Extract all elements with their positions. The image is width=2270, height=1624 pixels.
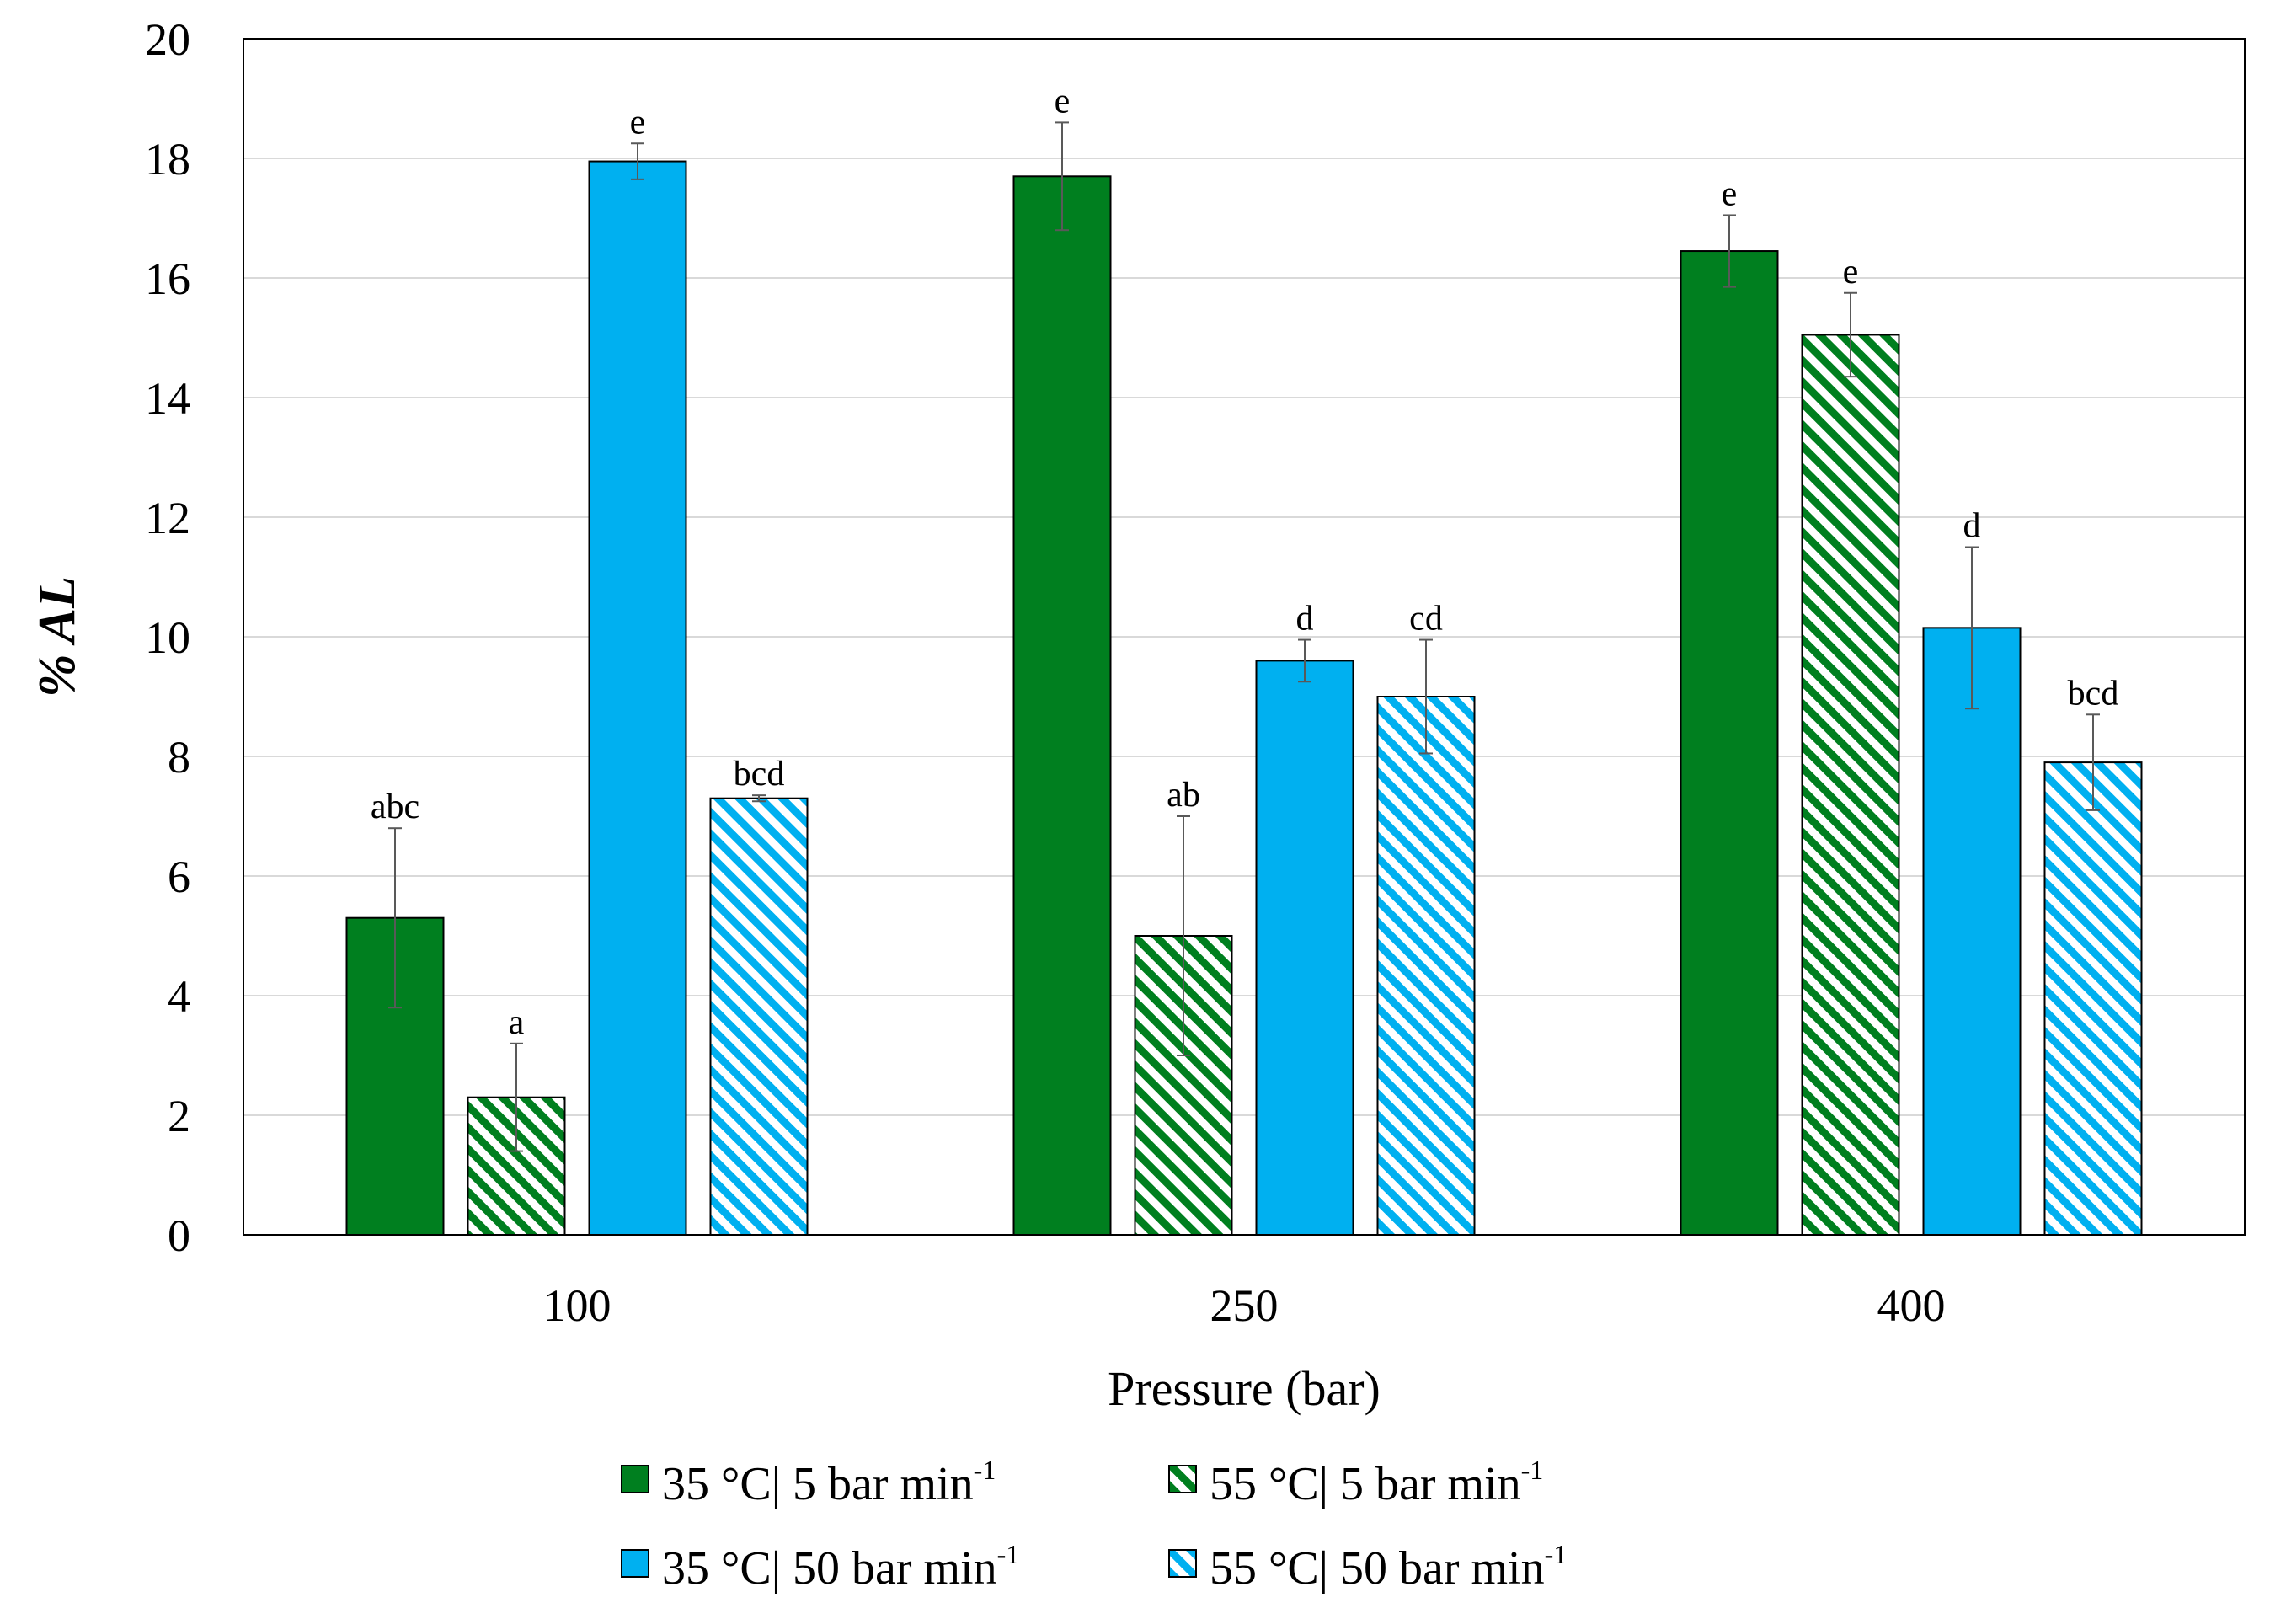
x-tick-label: 400	[1877, 1280, 1946, 1331]
y-tick-label: 10	[145, 612, 190, 663]
legend-label: 35 °C| 5 bar min-1	[662, 1455, 996, 1510]
legend-swatch	[621, 1549, 649, 1578]
x-tick-label: 100	[543, 1280, 612, 1331]
bar	[1922, 627, 2022, 1236]
y-tick-label: 4	[168, 971, 190, 1022]
legend-label: 35 °C| 50 bar min-1	[662, 1539, 1019, 1595]
plot-area-border	[243, 38, 2246, 1236]
y-axis-title-prefix: %	[29, 643, 86, 697]
significance-label: e	[1055, 82, 1071, 120]
bar	[588, 160, 687, 1236]
y-axis-title-variable: AL	[29, 576, 86, 646]
significance-label: e	[1722, 174, 1738, 213]
bar	[2043, 761, 2143, 1236]
legend-swatch	[1168, 1465, 1197, 1493]
x-tick-label: 250	[1210, 1280, 1279, 1331]
y-tick-label: 20	[145, 14, 190, 65]
significance-label: bcd	[2068, 674, 2119, 713]
y-tick-label: 14	[145, 373, 190, 424]
x-axis-title: Pressure (bar)	[1108, 1361, 1381, 1416]
y-tick-label: 0	[168, 1210, 190, 1261]
y-tick-label: 12	[145, 493, 190, 543]
y-axis-title: % AL	[29, 576, 86, 697]
bar	[1801, 334, 1900, 1237]
legend-label: 55 °C| 50 bar min-1	[1210, 1539, 1567, 1595]
significance-label: e	[1843, 253, 1859, 291]
y-tick-label: 6	[168, 852, 190, 902]
bar	[1012, 175, 1112, 1236]
significance-label: ab	[1167, 776, 1200, 815]
significance-label: d	[1296, 600, 1314, 638]
bar	[709, 797, 809, 1236]
legend: 35 °C| 5 bar min-1 55 °C| 5 bar min-1 35 °…	[621, 1455, 1567, 1595]
y-tick-label: 18	[145, 134, 190, 184]
significance-label: abc	[371, 788, 419, 826]
bar	[1680, 250, 1779, 1236]
significance-label: e	[630, 103, 646, 142]
bar	[1255, 660, 1354, 1236]
significance-label: cd	[1409, 600, 1443, 638]
y-tick-label: 8	[168, 732, 190, 783]
y-tick-label: 2	[168, 1091, 190, 1141]
legend-swatch	[1168, 1549, 1197, 1578]
legend-label: 55 °C| 5 bar min-1	[1210, 1455, 1543, 1510]
y-tick-label: 16	[145, 254, 190, 304]
bar	[1376, 696, 1476, 1236]
legend-swatch	[621, 1465, 649, 1493]
significance-label: bcd	[734, 755, 785, 793]
significance-label: a	[509, 1003, 525, 1042]
significance-label: d	[1963, 507, 1981, 546]
